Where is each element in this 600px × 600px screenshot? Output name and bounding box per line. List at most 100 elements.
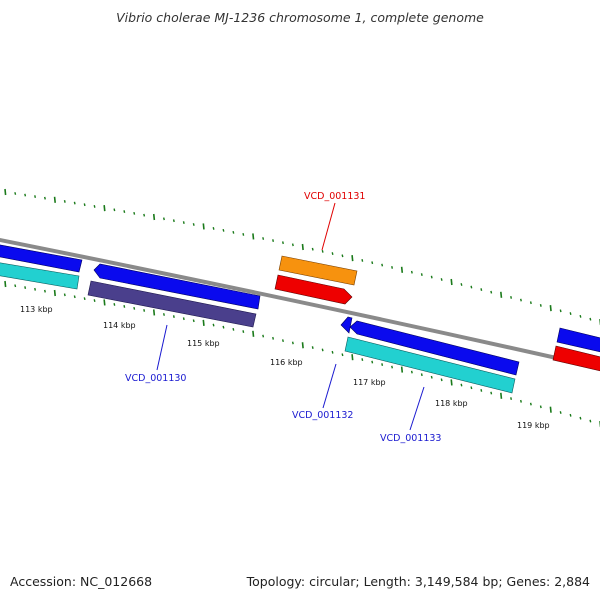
gene-vcd-001133[interactable] xyxy=(344,336,516,394)
minor-tick xyxy=(569,413,572,417)
major-tick xyxy=(301,243,304,251)
major-tick xyxy=(53,196,56,203)
minor-tick xyxy=(440,278,443,281)
gene-label[interactable]: VCD_001130 xyxy=(125,373,186,384)
minor-tick xyxy=(93,204,96,208)
minor-tick xyxy=(529,402,532,406)
minor-tick xyxy=(579,314,582,318)
major-tick xyxy=(4,280,7,288)
minor-tick xyxy=(24,193,27,197)
minor-tick xyxy=(73,201,76,205)
minor-tick xyxy=(470,386,473,390)
major-tick xyxy=(202,319,205,326)
gene-label[interactable]: VCD_001131 xyxy=(304,191,365,202)
major-tick xyxy=(351,255,354,262)
gene-vcd-001130[interactable] xyxy=(87,280,257,328)
minor-tick xyxy=(242,330,245,334)
major-tick xyxy=(351,354,354,361)
minor-tick xyxy=(539,405,542,409)
minor-tick xyxy=(381,363,384,366)
minor-tick xyxy=(519,399,522,403)
minor-tick xyxy=(162,313,165,316)
minor-tick xyxy=(272,336,275,340)
minor-tick xyxy=(272,239,275,243)
minor-tick xyxy=(34,195,37,199)
minor-tick xyxy=(361,258,364,262)
map-title: Vibrio cholerae MJ-1236 chromosome 1, co… xyxy=(116,10,484,25)
minor-tick xyxy=(232,327,235,331)
minor-tick xyxy=(569,312,572,316)
major-tick xyxy=(400,266,404,273)
leader-vcd-001130 xyxy=(156,324,168,371)
gene-cyan-left-edge xyxy=(0,262,80,290)
minor-tick xyxy=(123,210,126,214)
minor-tick xyxy=(93,299,96,302)
tick-label: 115 kbp xyxy=(187,339,220,348)
minor-tick xyxy=(143,213,146,217)
minor-tick xyxy=(172,219,175,223)
major-tick xyxy=(4,188,7,196)
major-tick xyxy=(152,213,156,221)
minor-tick xyxy=(63,199,66,203)
gene-label[interactable]: VCD_001132 xyxy=(292,410,353,421)
minor-tick xyxy=(34,287,37,291)
minor-tick xyxy=(14,284,17,288)
minor-tick xyxy=(519,298,522,302)
tick-label: 117 kbp xyxy=(353,378,386,387)
gene-vcd-001132[interactable] xyxy=(340,316,353,334)
minor-tick xyxy=(222,228,225,232)
minor-tick xyxy=(133,306,136,310)
minor-tick xyxy=(410,370,413,374)
gene-cds-left-edge xyxy=(0,244,83,273)
minor-tick xyxy=(281,241,284,245)
major-tick xyxy=(202,223,205,230)
major-tick xyxy=(152,309,156,316)
major-tick xyxy=(500,291,503,298)
minor-tick xyxy=(281,339,284,343)
minor-tick xyxy=(172,315,175,318)
minor-tick xyxy=(113,303,116,306)
minor-tick xyxy=(43,289,46,293)
major-tick xyxy=(103,205,106,212)
minor-tick xyxy=(222,325,225,329)
minor-tick xyxy=(510,295,513,299)
minor-tick xyxy=(182,317,185,321)
tick-label: 119 kbp xyxy=(517,421,550,430)
minor-tick xyxy=(391,265,394,269)
minor-tick xyxy=(381,263,384,267)
gene-cds-arrow-1133[interactable] xyxy=(349,320,520,376)
gene-vcd-001131-orange[interactable] xyxy=(278,255,358,286)
tick-label: 113 kbp xyxy=(20,305,53,314)
gene-cds-right-edge xyxy=(556,327,600,353)
major-tick xyxy=(252,233,255,240)
major-tick xyxy=(252,330,255,337)
tick-label: 118 kbp xyxy=(435,399,468,408)
minor-tick xyxy=(291,243,294,247)
major-tick xyxy=(500,392,503,399)
minor-tick xyxy=(480,388,483,392)
minor-tick xyxy=(133,211,136,215)
gene-label[interactable]: VCD_001133 xyxy=(380,433,441,444)
minor-tick xyxy=(430,375,433,379)
minor-tick xyxy=(559,309,562,313)
major-tick xyxy=(450,278,453,286)
tick-label: 116 kbp xyxy=(270,358,303,367)
minor-tick xyxy=(311,346,314,350)
topology-text: Topology: circular; Length: 3,149,584 bp… xyxy=(246,574,590,589)
minor-tick xyxy=(262,334,265,338)
minor-tick xyxy=(113,208,116,212)
gene-cds-arrow-1130[interactable] xyxy=(93,263,261,310)
major-tick xyxy=(549,305,552,312)
minor-tick xyxy=(232,230,235,234)
minor-tick xyxy=(371,261,374,265)
minor-tick xyxy=(371,360,374,364)
minor-tick xyxy=(262,237,265,240)
minor-tick xyxy=(242,232,245,236)
major-tick xyxy=(53,289,56,297)
gene-vcd-001131-red[interactable] xyxy=(274,274,353,305)
major-tick xyxy=(301,342,304,349)
minor-tick xyxy=(331,252,334,256)
minor-tick xyxy=(63,293,66,297)
minor-tick xyxy=(73,295,76,299)
